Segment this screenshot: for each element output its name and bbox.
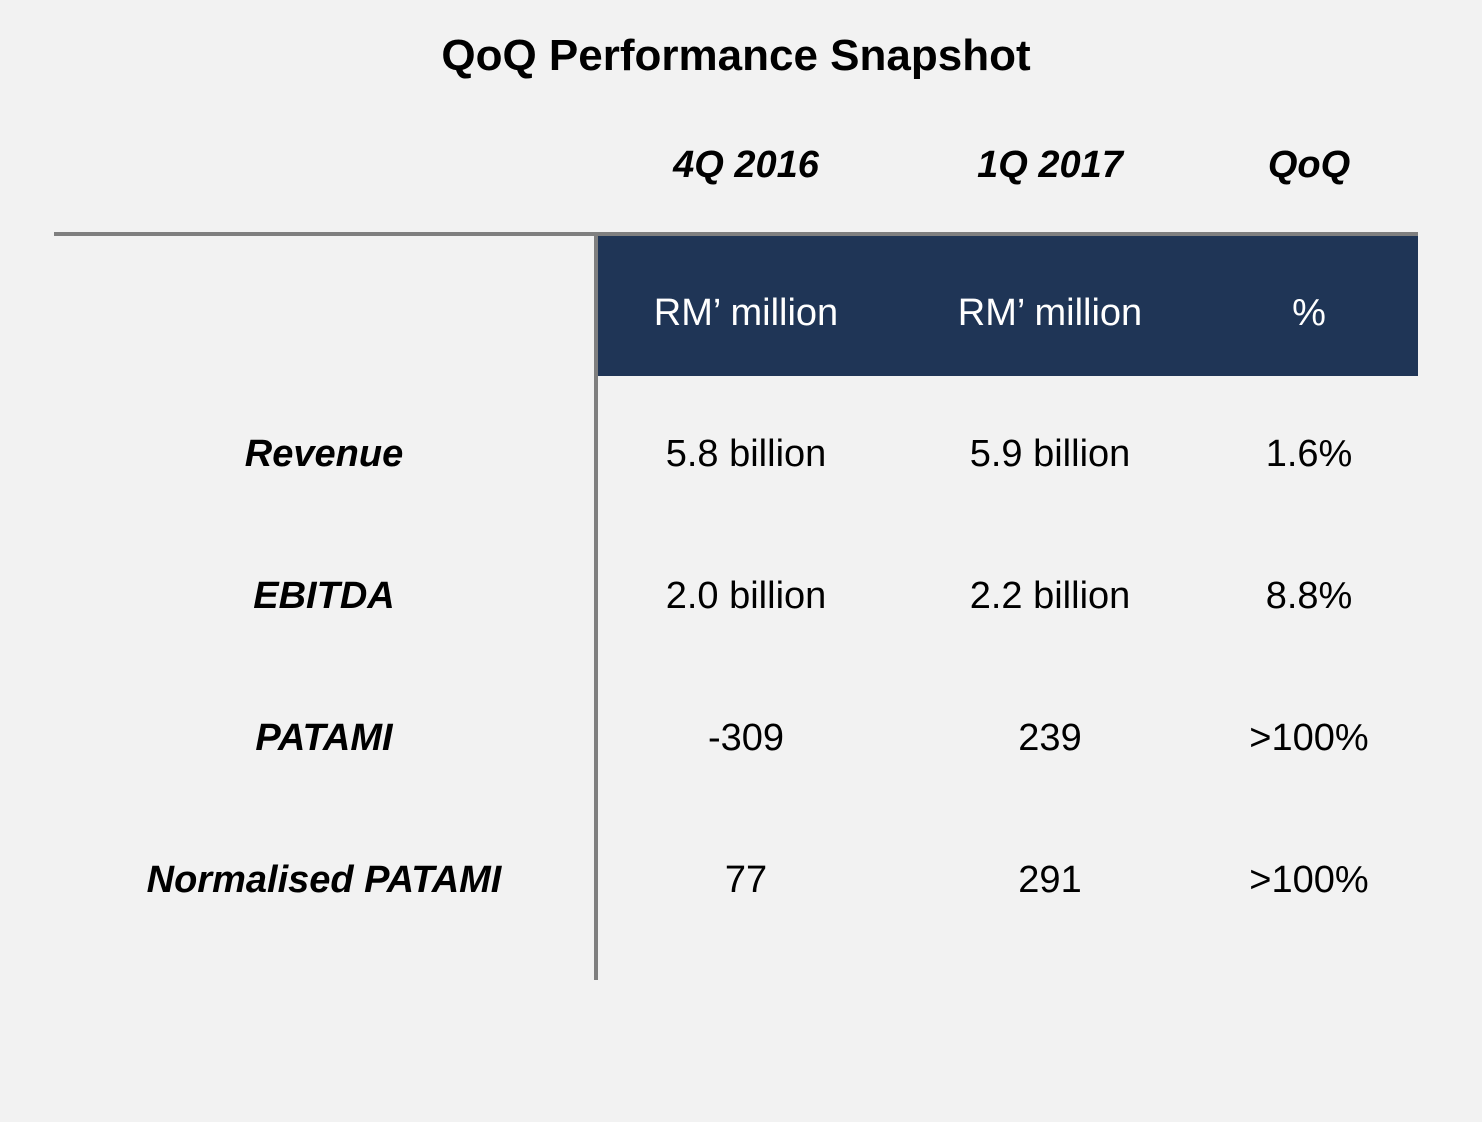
cell-ebitda-4q-2016: 2.0 billion — [665, 575, 827, 617]
row-label-normalised-patami: Normalised PATAMI — [146, 859, 502, 901]
unit-qoq: % — [1292, 292, 1326, 334]
row-label-revenue: Revenue — [244, 433, 404, 475]
cell-patami-qoq: >100% — [1249, 717, 1369, 759]
unit-1q-2017: RM’ million — [957, 292, 1143, 334]
cell-ebitda-qoq: 8.8% — [1265, 575, 1353, 617]
cell-patami-1q-2017: 239 — [1018, 717, 1082, 759]
cell-ebitda-1q-2017: 2.2 billion — [969, 575, 1131, 617]
unit-4q-2016: RM’ million — [653, 292, 839, 334]
cell-revenue-4q-2016: 5.8 billion — [665, 433, 827, 475]
column-header-1q-2017: 1Q 2017 — [977, 144, 1123, 186]
cell-revenue-1q-2017: 5.9 billion — [969, 433, 1131, 475]
cell-patami-4q-2016: -309 — [707, 717, 785, 759]
table-title: QoQ Performance Snapshot — [441, 31, 1031, 80]
row-label-ebitda: EBITDA — [253, 575, 395, 617]
unit-header-band — [598, 236, 1418, 376]
column-header-qoq: QoQ — [1267, 144, 1351, 186]
cell-normalised-patami-qoq: >100% — [1249, 859, 1369, 901]
cell-revenue-qoq: 1.6% — [1265, 433, 1353, 475]
header-divider — [54, 232, 1418, 236]
label-divider — [594, 236, 598, 980]
column-header-4q-2016: 4Q 2016 — [673, 144, 819, 186]
cell-normalised-patami-4q-2016: 77 — [724, 859, 768, 901]
cell-normalised-patami-1q-2017: 291 — [1018, 859, 1082, 901]
row-label-patami: PATAMI — [255, 717, 393, 759]
